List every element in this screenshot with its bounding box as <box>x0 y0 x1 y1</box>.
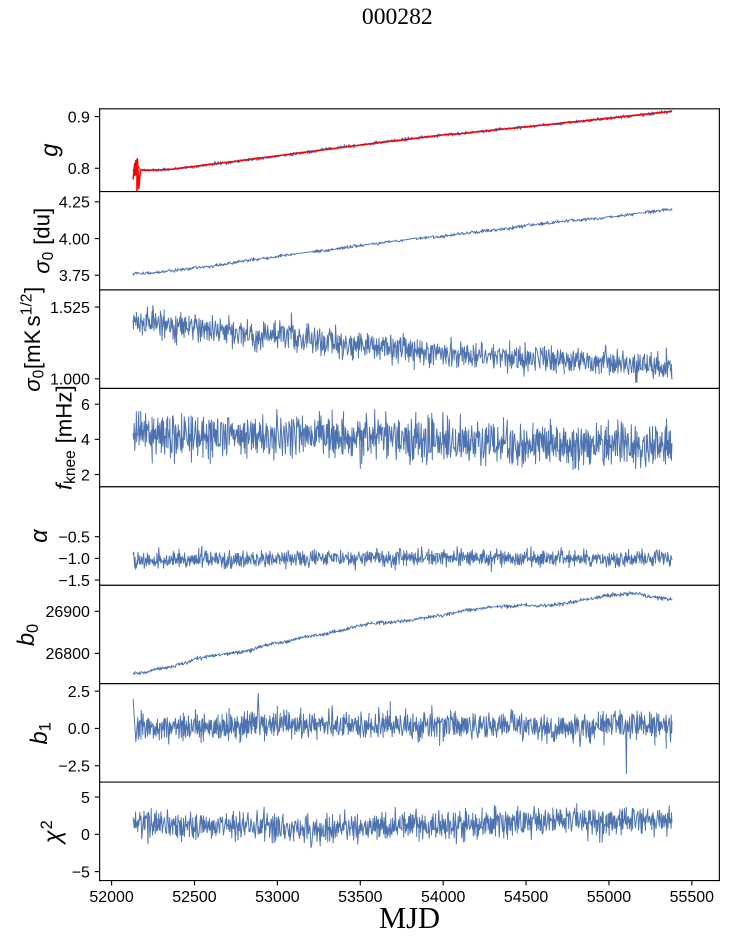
svg-text:MJD: MJD <box>379 901 440 935</box>
svg-text:26800: 26800 <box>46 646 91 663</box>
svg-text:1.525: 1.525 <box>50 300 90 317</box>
svg-text:0: 0 <box>81 827 90 844</box>
svg-text:0.0: 0.0 <box>68 721 90 738</box>
svg-text:5: 5 <box>81 790 90 807</box>
svg-text:−5: −5 <box>72 864 90 881</box>
svg-text:2.5: 2.5 <box>68 684 90 701</box>
svg-text:53000: 53000 <box>255 889 300 906</box>
svg-text:−1.5: −1.5 <box>58 573 90 590</box>
svg-text:52500: 52500 <box>172 889 217 906</box>
svg-text:54500: 54500 <box>504 889 549 906</box>
svg-text:26900: 26900 <box>46 604 91 621</box>
svg-text:σ 0 [: σ 0 [ d u ] <box>29 208 58 274</box>
svg-text:55000: 55000 <box>587 889 632 906</box>
svg-text:000282: 000282 <box>362 4 433 30</box>
svg-text:4: 4 <box>81 432 90 449</box>
svg-text:4.25: 4.25 <box>59 195 90 212</box>
svg-text:g: g <box>37 144 63 157</box>
svg-text:f k n e: f k n e e [ m H z ] <box>52 385 81 490</box>
svg-text:53500: 53500 <box>338 889 383 906</box>
svg-text:α: α <box>27 528 53 543</box>
svg-text:3.75: 3.75 <box>59 268 90 285</box>
svg-text:0.9: 0.9 <box>68 109 90 126</box>
svg-text:b 0: b 0 <box>14 624 42 646</box>
svg-text:−1.0: −1.0 <box>58 551 90 568</box>
svg-text:4.00: 4.00 <box>59 231 90 248</box>
svg-text:6: 6 <box>81 397 90 414</box>
svg-text:55500: 55500 <box>670 889 715 906</box>
svg-text:χ 2: χ 2 <box>37 820 67 845</box>
svg-text:−2.5: −2.5 <box>58 759 90 776</box>
svg-text:−0.5: −0.5 <box>58 529 90 546</box>
svg-text:b 1: b 1 <box>27 722 55 744</box>
svg-text:0.8: 0.8 <box>68 161 90 178</box>
svg-text:2: 2 <box>81 467 90 484</box>
svg-text:52000: 52000 <box>89 889 134 906</box>
